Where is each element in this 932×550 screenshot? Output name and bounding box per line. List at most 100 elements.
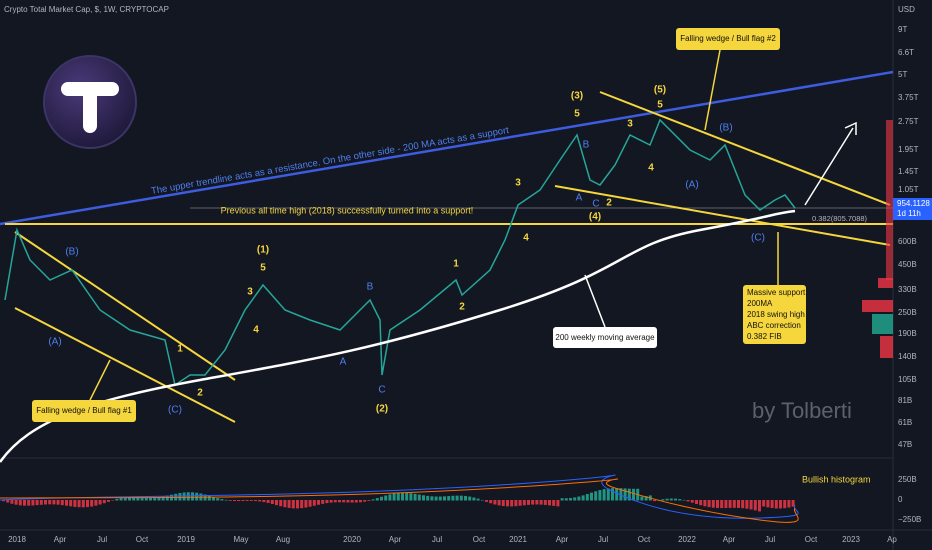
histogram-bar (653, 500, 656, 502)
histogram-bar (674, 498, 677, 501)
histogram-tick-label: 0 (898, 495, 903, 504)
histogram-bar (111, 500, 115, 501)
pointer (584, 274, 606, 328)
histogram-bar (602, 489, 606, 501)
histogram-bar (237, 500, 241, 502)
histogram-bar (329, 500, 333, 503)
logo-glyph (61, 82, 119, 133)
histogram-bar (678, 499, 682, 501)
wedge2-upper (599, 91, 891, 206)
histogram-bar (770, 500, 774, 509)
histogram-bar (333, 500, 337, 503)
histogram-bar (543, 500, 547, 505)
histogram-bar (2, 500, 5, 502)
histogram-bar (279, 500, 283, 507)
histogram-bar (720, 500, 724, 509)
histogram-bar (417, 494, 421, 501)
histogram-bar (396, 492, 400, 501)
histogram-bar (724, 500, 728, 509)
histogram-bar (623, 488, 627, 501)
histogram-bar (392, 493, 396, 501)
histogram-bar (762, 500, 766, 507)
histogram-bar (69, 500, 73, 507)
wave-label: 4 (648, 163, 654, 174)
histogram-bar (283, 500, 287, 508)
histogram-bar (140, 497, 144, 501)
wave-label: A (576, 193, 583, 204)
histogram-bar (18, 500, 22, 506)
histogram-bar (375, 498, 379, 501)
histogram-bar (665, 498, 669, 501)
signal-line (0, 478, 799, 523)
time-tick-label: Apr (556, 535, 569, 544)
price-tick-label: 1.05T (898, 185, 919, 194)
histogram-bar (787, 500, 791, 508)
wave-label: (B) (719, 123, 732, 134)
symbol-title: Crypto Total Market Cap, $, 1W, CRYPTOCA… (4, 5, 169, 14)
price-tick-label: 3.75T (898, 93, 919, 102)
histogram-bar (39, 500, 43, 505)
histogram-bar (161, 496, 165, 501)
histogram-bar (52, 500, 56, 505)
histogram-bar (732, 500, 736, 508)
histogram-bar (669, 498, 673, 501)
histogram-bar (228, 500, 232, 501)
histogram-bar (300, 500, 304, 509)
histogram-tick-label: 250B (898, 475, 917, 484)
wave-label: (4) (589, 212, 601, 223)
histogram-bar (405, 492, 409, 501)
histogram-bar (291, 500, 295, 509)
profile-bar (880, 336, 893, 358)
wave-label: 3 (627, 119, 633, 130)
fib-label: 0.382(805.7088) (812, 214, 868, 223)
note-box (743, 285, 806, 344)
histogram-bar (476, 498, 480, 501)
histogram-bar (577, 496, 581, 501)
current-price: 954.1128 (897, 199, 930, 208)
histogram-bar (266, 500, 270, 503)
histogram-bar (690, 500, 694, 503)
histogram-bar (346, 500, 350, 503)
note: Falling wedge / Bull flag #2 (680, 34, 776, 43)
histogram-bar (296, 500, 299, 509)
histogram-bar (758, 500, 761, 512)
wave-label: 4 (523, 233, 529, 244)
histogram-bar (119, 497, 123, 501)
time-tick-label: Ap (887, 535, 897, 544)
time-tick-label: Apr (389, 535, 402, 544)
note-line: 200MA (747, 299, 773, 308)
histogram-bar (342, 500, 346, 503)
note: Falling wedge / Bull flag #1 (36, 406, 132, 415)
histogram-bar (6, 500, 10, 503)
time-tick-label: Jul (598, 535, 608, 544)
histogram-bar (212, 496, 215, 501)
price-tick-label: 250B (898, 308, 917, 317)
histogram-bar (737, 500, 740, 508)
histogram-bar (451, 495, 455, 501)
wave-label: 2 (606, 198, 612, 209)
price-tick-label: 330B (898, 285, 917, 294)
histogram-bar (90, 500, 94, 507)
volume-profile (862, 120, 893, 358)
histogram-bar (102, 500, 106, 504)
histogram-bar (791, 500, 795, 507)
histogram-bar (262, 500, 266, 503)
watermark: by Tolberti (752, 398, 852, 423)
price-tick-label: 81B (898, 396, 912, 405)
histogram-bar (241, 500, 245, 502)
pointer (89, 359, 111, 401)
histogram-bar (367, 500, 371, 501)
histogram-bar (338, 500, 341, 503)
price-tick-label: 6.6T (898, 48, 914, 57)
histogram-bar (472, 497, 476, 501)
histogram-bar (594, 491, 598, 501)
wave-label: C (378, 385, 385, 396)
price-tick-label: 61B (898, 418, 912, 427)
histogram-bar (518, 500, 522, 506)
histogram-bar (459, 495, 463, 501)
histogram-bar (86, 500, 89, 508)
time-tick-label: Oct (638, 535, 651, 544)
time-tick-label: Oct (805, 535, 818, 544)
note: 200 weekly moving average (555, 333, 655, 342)
price-tick-label: 190B (898, 329, 917, 338)
